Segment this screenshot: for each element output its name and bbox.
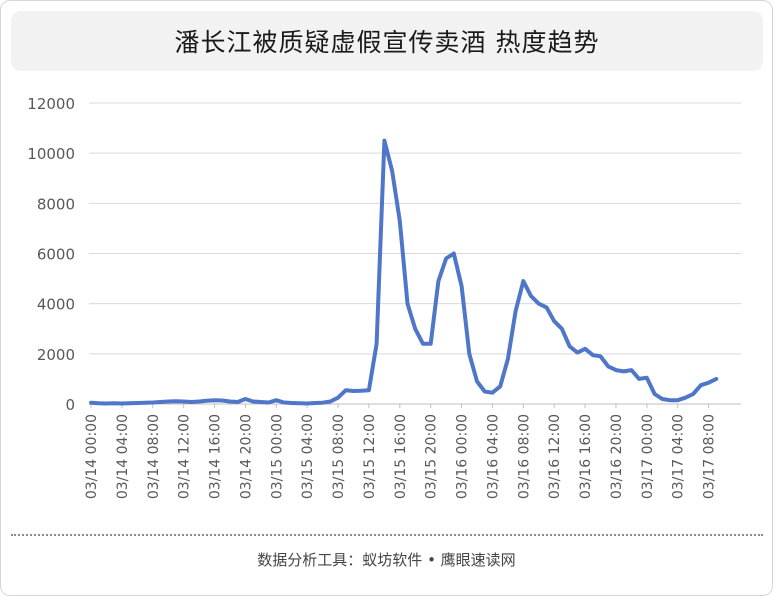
title-bar: 潘长江被质疑虚假宣传卖酒 热度趋势 xyxy=(11,11,763,71)
y-tick-label: 4000 xyxy=(37,296,75,314)
footer-divider xyxy=(11,534,763,536)
x-tick-label: 03/15 08:00 xyxy=(331,414,347,499)
x-tick-label: 03/15 20:00 xyxy=(424,414,440,499)
x-tick-label: 03/14 16:00 xyxy=(208,414,224,499)
x-tick-label: 03/14 20:00 xyxy=(238,414,254,499)
x-tick-label: 03/15 04:00 xyxy=(300,414,316,499)
y-tick-label: 8000 xyxy=(37,195,75,213)
y-tick-label: 2000 xyxy=(37,346,75,364)
y-tick-label: 10000 xyxy=(27,145,75,163)
x-tick-label: 03/15 12:00 xyxy=(362,414,378,499)
x-tick-label: 03/14 00:00 xyxy=(84,414,100,499)
series-line xyxy=(89,138,719,406)
x-tick-label: 03/17 04:00 xyxy=(671,414,687,499)
x-tick-label: 03/16 12:00 xyxy=(547,414,563,499)
x-tick-label: 03/16 04:00 xyxy=(485,414,501,499)
x-tick-label: 03/15 16:00 xyxy=(393,414,409,499)
x-tick-label: 03/14 04:00 xyxy=(115,414,131,499)
y-tick-label: 0 xyxy=(65,396,75,414)
y-tick-label: 12000 xyxy=(27,95,75,113)
x-tick-label: 03/14 12:00 xyxy=(177,414,193,499)
x-tick-label: 03/16 20:00 xyxy=(609,414,625,499)
x-tick-label: 03/14 08:00 xyxy=(146,414,162,499)
x-tick-label: 03/15 00:00 xyxy=(269,414,285,499)
y-tick-label: 6000 xyxy=(37,246,75,264)
x-tick-label: 03/16 08:00 xyxy=(516,414,532,499)
chart-title: 潘长江被质疑虚假宣传卖酒 热度趋势 xyxy=(174,28,600,57)
line-chart: 0 2000 4000 6000 8000 10000 12000 03/14 00:00 03… xyxy=(27,95,741,499)
x-tick-label: 03/16 00:00 xyxy=(455,414,471,499)
x-tick-label: 03/17 08:00 xyxy=(702,414,718,499)
x-tick-label: 03/17 00:00 xyxy=(640,414,656,499)
footer-source: 数据分析工具：蚁坊软件 • 鹰眼速读网 xyxy=(257,551,516,569)
x-tick-label: 03/16 16:00 xyxy=(578,414,594,499)
